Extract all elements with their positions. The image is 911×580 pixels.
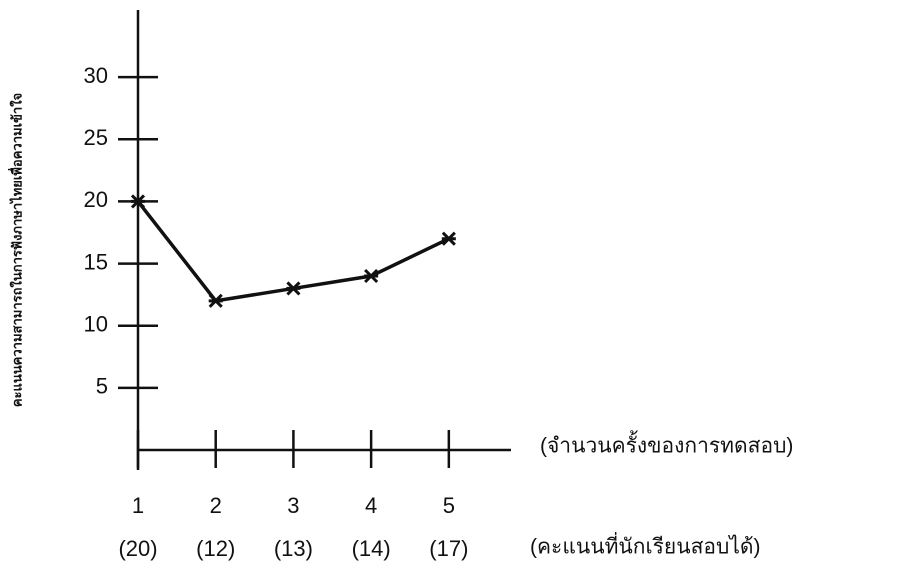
x-tick-label: 3 [287,493,299,518]
y-tick-label: 10 [84,312,108,337]
y-tick-label: 30 [84,63,108,88]
x-axis-label: (จำนวนครั้งของการทดสอบ) [540,431,793,458]
y-tick-label: 25 [84,125,108,150]
value-label: (12) [196,536,235,561]
x-tick-label: 1 [132,493,144,518]
value-label: (14) [352,536,391,561]
value-label: (13) [274,536,313,561]
value-label: (17) [429,536,468,561]
data-point [441,231,456,246]
x-tick-label: 4 [365,493,377,518]
x-tick-label: 5 [443,493,455,518]
y-axis-label: คะแนนความสามารถในการฟังภาษาไทยเพื่อความเ… [7,93,24,407]
value-labels-caption: (คะแนนที่นักเรียนสอบได้) [530,532,761,559]
y-tick-label: 15 [84,249,108,274]
y-tick-label: 20 [84,187,108,212]
y-tick-label: 5 [96,374,108,399]
data-point [130,194,146,209]
data-point [364,268,379,284]
data-line [136,200,450,303]
data-point [208,293,223,308]
value-label: (20) [118,536,157,561]
x-tick-label: 2 [210,493,222,518]
data-point [286,281,301,296]
